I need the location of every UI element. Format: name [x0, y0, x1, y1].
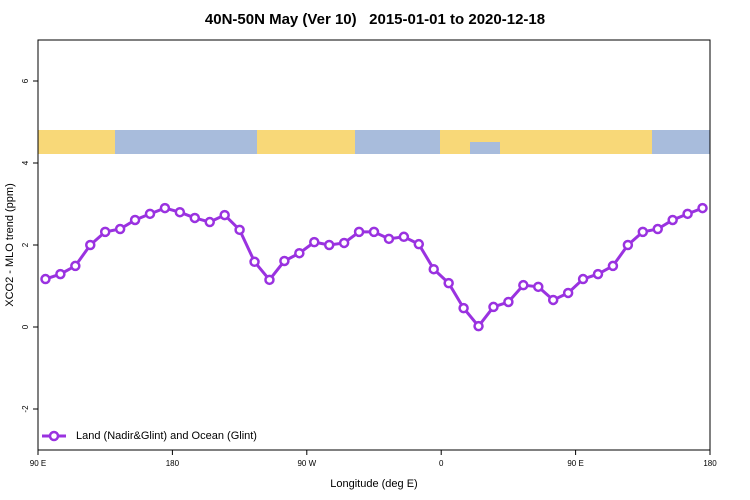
point — [55, 268, 66, 280]
legend-marker — [48, 430, 60, 442]
point — [338, 237, 350, 249]
point — [159, 202, 171, 214]
point — [99, 226, 111, 238]
point — [682, 208, 693, 220]
x-tick-label: 90 E — [567, 459, 583, 468]
legend-label: Land (Nadir&Glint) and Ocean (Glint) — [76, 430, 257, 442]
y-tick-label: 2 — [21, 242, 30, 247]
point — [458, 302, 469, 314]
point — [279, 255, 290, 267]
point — [652, 223, 663, 235]
y-axis-label: XCO2 - MLO trend (ppm) — [4, 183, 16, 306]
point — [488, 301, 499, 313]
point — [503, 296, 514, 308]
point — [249, 256, 260, 268]
point — [398, 231, 410, 243]
x-tick-label: 0 — [439, 459, 444, 468]
x-axis-label: Longitude (deg E) — [330, 478, 417, 490]
point — [174, 206, 186, 218]
chart-title: 40N-50N May (Ver 10) 2015-01-01 to 2020-… — [205, 11, 545, 28]
point — [547, 294, 559, 306]
point — [189, 212, 201, 224]
point — [70, 260, 81, 272]
x-tick-label: 90 E — [30, 459, 46, 468]
x-tick-label: 90 W — [297, 459, 316, 468]
point — [114, 223, 126, 235]
x-tick-label: 180 — [166, 459, 180, 468]
ocean — [470, 142, 500, 154]
point — [85, 239, 96, 251]
x-tick-label: 180 — [703, 459, 717, 468]
point — [219, 209, 230, 221]
point — [697, 202, 708, 214]
point — [264, 274, 275, 286]
point — [518, 279, 529, 291]
point — [353, 226, 365, 238]
point — [383, 233, 395, 245]
point — [294, 247, 305, 259]
point — [533, 281, 544, 293]
point — [323, 239, 335, 251]
point — [368, 226, 380, 238]
point — [473, 320, 484, 332]
point — [204, 216, 215, 228]
y-tick-label: 4 — [21, 160, 30, 165]
y-tick-label: -2 — [21, 405, 30, 413]
point — [129, 214, 141, 226]
map-strip — [38, 130, 710, 154]
y-tick-label: 6 — [21, 78, 30, 83]
point — [592, 268, 604, 280]
point — [562, 287, 574, 299]
point — [428, 263, 439, 275]
point — [622, 239, 634, 251]
plot-frame — [37, 39, 711, 451]
series-line — [44, 206, 704, 329]
point — [443, 277, 454, 289]
point — [637, 226, 649, 238]
point — [309, 236, 320, 248]
land — [38, 130, 115, 154]
point — [40, 273, 51, 285]
point — [607, 260, 619, 272]
point — [144, 208, 156, 220]
point — [667, 214, 678, 226]
point — [413, 238, 425, 250]
point — [577, 273, 589, 285]
point — [234, 224, 245, 236]
land — [257, 130, 355, 154]
y-tick-label: 0 — [21, 324, 30, 329]
